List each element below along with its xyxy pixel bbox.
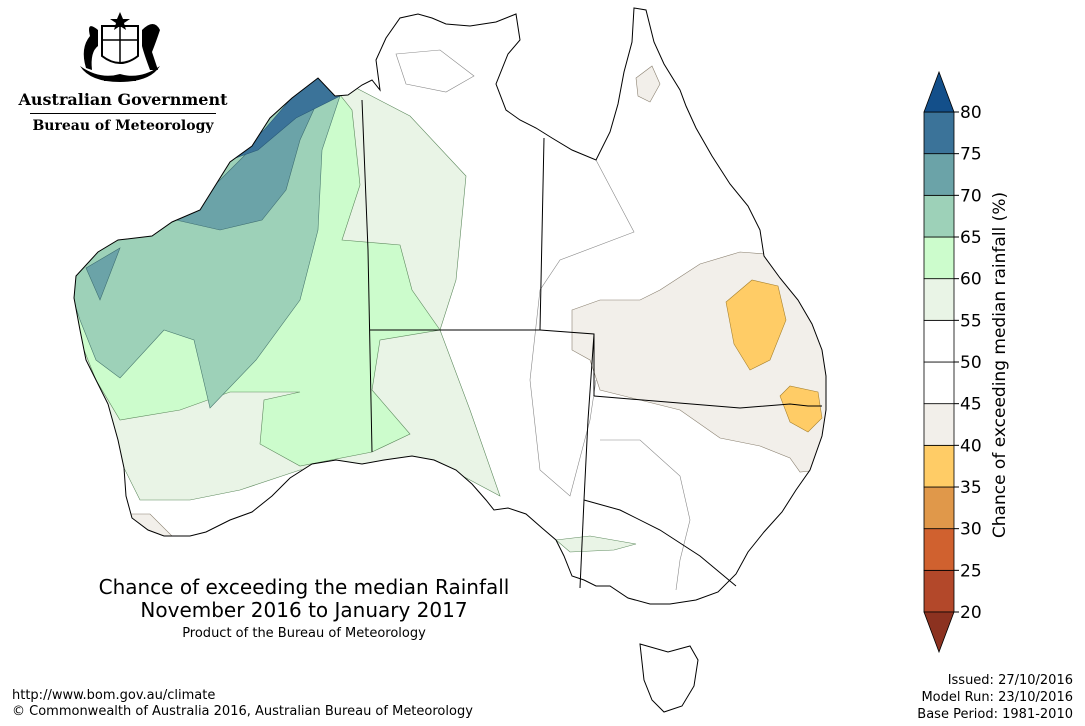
legend-tick-label: 55 <box>960 311 982 331</box>
climate-url[interactable]: http://www.bom.gov.au/climate <box>12 688 216 703</box>
footer-right: Issued: 27/10/2016 Model Run: 23/10/2016… <box>917 672 1073 723</box>
legend-band-55-60 <box>923 278 955 321</box>
zone-70-75 <box>85 247 121 301</box>
australia-mainland <box>73 7 827 713</box>
legend-band-45-50 <box>923 361 955 405</box>
legend-band-20-25 <box>923 569 955 613</box>
zone-40-45-cape-york <box>635 65 661 103</box>
legend-tick-label: 80 <box>960 103 982 123</box>
agency-name: Bureau of Meteorology <box>32 118 214 134</box>
legend-tick-label: 25 <box>960 561 982 581</box>
government-name: Australian Government <box>18 90 228 109</box>
legend-tick-label: 60 <box>960 270 982 290</box>
legend-band-25-30 <box>923 528 955 571</box>
legend-tick-label: 50 <box>960 353 982 373</box>
legend-band-60-65 <box>923 236 955 280</box>
legend-band-70-75 <box>923 153 955 196</box>
legend-tick-label: 40 <box>960 436 982 456</box>
legend-band-40-45 <box>923 403 955 446</box>
legend-arrow-top <box>923 70 955 113</box>
legend-tick-label: 70 <box>960 186 982 206</box>
legend-arrow-bottom <box>923 611 955 654</box>
legend-tick-label: 30 <box>960 520 982 540</box>
zone-35-40-qld <box>725 279 787 371</box>
legend-colorbar: 20 25 30 35 40 45 50 55 60 65 70 75 80 <box>923 70 982 654</box>
tasmania <box>639 643 699 713</box>
base-period: Base Period: 1981-2010 <box>917 707 1073 722</box>
legend-tick-label: 65 <box>960 228 982 248</box>
government-logo: Australian Government Bureau of Meteorol… <box>18 10 228 134</box>
legend-tick-label: 35 <box>960 478 982 498</box>
zone-70-75-north <box>175 95 321 231</box>
map-period: November 2016 to January 2017 <box>140 598 468 622</box>
legend-band-65-70 <box>923 194 955 238</box>
legend-band-30-35 <box>923 486 955 530</box>
legend-band-50-55 <box>923 319 955 363</box>
model-run-date: Model Run: 23/10/2016 <box>921 690 1073 705</box>
footer-left: http://www.bom.gov.au/climate © Commonwe… <box>12 688 473 720</box>
map-title: Chance of exceeding the median Rainfall <box>98 575 510 599</box>
zone-55-60-sa <box>555 535 637 553</box>
zone-35-40-nsw <box>779 385 823 433</box>
coat-of-arms-icon <box>80 12 160 82</box>
state-borders <box>361 99 822 589</box>
legend-tick-label: 75 <box>960 145 982 165</box>
legend-band-35-40 <box>923 444 955 488</box>
issued-date: Issued: 27/10/2016 <box>947 673 1073 688</box>
copyright-notice: © Commonwealth of Australia 2016, Austra… <box>12 704 473 719</box>
map-title-block: Chance of exceeding the median Rainfall … <box>60 575 548 642</box>
product-note: Product of the Bureau of Meteorology <box>182 626 426 641</box>
legend-tick-label: 20 <box>960 603 982 623</box>
legend-band-75-80 <box>923 111 955 155</box>
legend-tick-label: 45 <box>960 395 982 415</box>
